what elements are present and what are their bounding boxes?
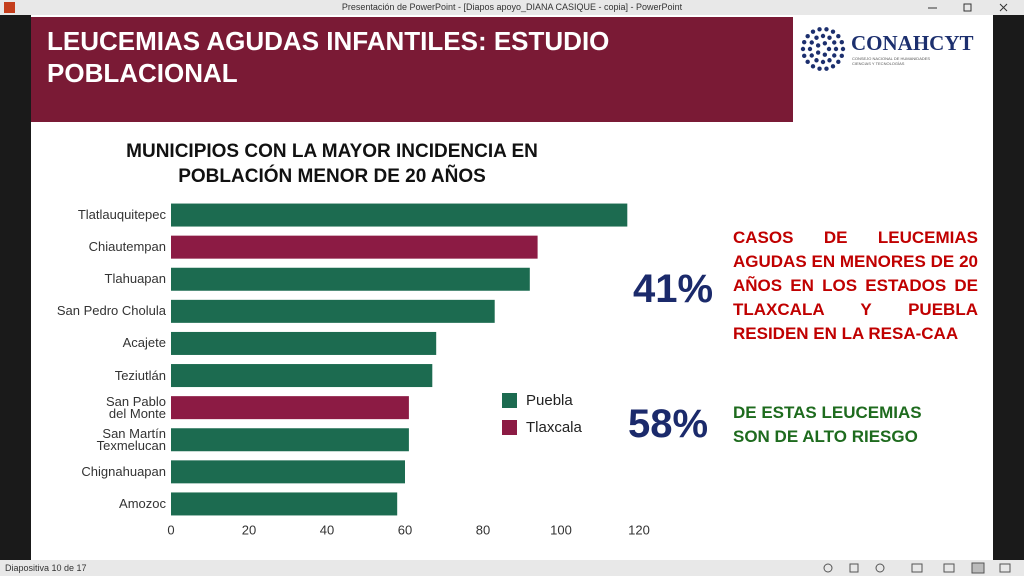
logo-dot [830,64,836,69]
window-controls [928,3,1008,12]
logo-dot [814,58,819,63]
bar [171,299,495,323]
x-tick-label: 100 [550,522,572,537]
logo-dot [807,46,813,52]
restore[interactable] [963,3,972,12]
slide-header: LEUCEMIAS AGUDAS INFANTILES: ESTUDIO POB… [31,17,793,122]
legend-label: Puebla [526,392,573,409]
logo-dot [832,40,837,45]
slideshow-view[interactable] [999,563,1011,573]
logo-dot [822,41,828,46]
legend-swatch [502,393,517,408]
bar [171,460,405,484]
bar [171,364,433,388]
y-tick-label: Amozoc [119,495,166,511]
slide-counter: Diapositiva 10 de 17 [5,563,87,573]
logo-dot [802,39,807,45]
next-button[interactable] [875,563,885,573]
bar [171,428,409,452]
logo-dot [822,52,828,57]
normal-view[interactable] [911,563,923,573]
logo-dot [815,43,821,48]
logo-dot [839,53,844,59]
logo-dot [805,59,810,65]
logo-dot [836,59,841,65]
bar [171,267,530,291]
logo-dot [824,66,829,71]
y-tick-label: San Martín Texmelucan [96,425,166,453]
logo-dot [832,53,837,58]
chart: 0 20 40 60 80 100 120 Puebla Tlaxcala [167,203,650,537]
y-tick-label: San Pablo del Monte [106,393,166,421]
close[interactable] [999,3,1008,12]
y-tick-label: Chignahuapan [81,463,166,479]
slide: LEUCEMIAS AGUDAS INFANTILES: ESTUDIO POB… [31,15,993,560]
logo-dot [817,27,822,32]
logo-dot [814,35,819,40]
stat-figure: 41% [633,267,714,311]
logo-mark [800,27,846,71]
bar [171,492,398,516]
y-tick-label: Teziutlán [114,367,166,383]
logo-dot [820,33,826,39]
legend-swatch [502,420,517,435]
logo-dot [826,46,832,52]
logo-dot [824,27,829,32]
logo-dot [827,58,832,63]
x-tick-label: 80 [476,522,490,537]
bar [171,331,437,355]
stat-text: CASOS DE LEUCEMIAS AGUDAS EN MENORES DE … [733,228,978,343]
chart-title: MUNICIPIOS CON LA MAYOR INCIDENCIA EN PO… [126,141,538,187]
y-tick-label: San Pedro Cholula [56,303,166,319]
app-icon[interactable] [4,2,15,13]
sorter-view[interactable] [943,563,955,573]
logo-dot [809,53,814,58]
logo-dot [802,53,807,59]
prev-button[interactable] [823,563,833,573]
legend-label: Tlaxcala [526,419,583,436]
logo-dot [833,46,839,52]
y-tick-label: Tlatlauquitepec [77,207,166,223]
x-tick-label: 120 [628,522,650,537]
logo-dot [830,29,836,34]
x-tick-label: 20 [242,522,256,537]
status-bar: Diapositiva 10 de 17 [0,560,1024,576]
logo-dot [817,66,822,71]
logo-dot [839,39,844,45]
window-title: Presentación de PowerPoint - [Diapos apo… [0,0,1024,15]
logo-dot [840,46,846,52]
logo-dot [809,40,814,45]
y-tick-label: Tlahuapan [104,271,166,287]
logo-dot [827,35,832,40]
x-tick-label: 60 [398,522,412,537]
x-tick-label: 40 [320,522,334,537]
logo-dot [836,33,841,39]
bar [171,203,628,227]
logo-dot [815,50,821,55]
logo-dot [805,33,810,39]
slide-title: LEUCEMIAS AGUDAS INFANTILES: ESTUDIO POB… [47,26,610,88]
stat-text: DE ESTAS LEUCEMIAS SON DE ALTO RIESGO [733,403,922,446]
x-tick-label: 0 [167,522,174,537]
reading-view[interactable] [971,562,985,574]
logo-name: CONAHCYT [851,31,974,55]
logo-dot [800,46,806,52]
stat-figure: 58% [628,402,709,446]
y-tick-label: Chiautempan [88,239,166,255]
bar [171,235,538,259]
logo-dot [820,59,826,65]
view-buttons [823,562,1011,574]
y-tick-label: Acajete [122,335,166,351]
logo-dot [810,29,816,34]
logo-dot [810,64,816,69]
logo-subtitle: CONSEJO NACIONAL DE HUMANIDADES CIENCIAS… [852,56,931,66]
menu-button[interactable] [849,563,859,573]
bar [171,396,409,420]
